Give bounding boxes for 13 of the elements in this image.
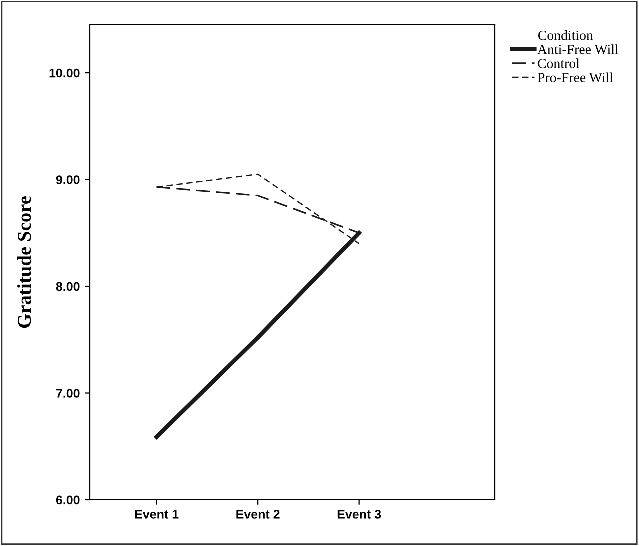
x-tick-label: Event 1 xyxy=(135,510,179,519)
y-tick-label: 9.00 xyxy=(56,176,80,184)
y-tick-label: 8.00 xyxy=(56,282,80,292)
legend-label: Anti-Free Will xyxy=(538,44,619,54)
y-axis-title: Gratitude Score xyxy=(17,196,32,328)
legend-label: Pro-Free Will xyxy=(538,72,614,83)
y-tick-label: 7.00 xyxy=(56,389,80,398)
x-tick-label: Event 2 xyxy=(236,510,280,519)
legend-label: Control xyxy=(538,58,580,68)
x-tick-label: Event 3 xyxy=(338,510,382,519)
legend-title: Condition xyxy=(538,30,594,40)
y-tick-label: 10.00 xyxy=(50,68,80,78)
y-tick-label: 6.00 xyxy=(56,496,80,505)
